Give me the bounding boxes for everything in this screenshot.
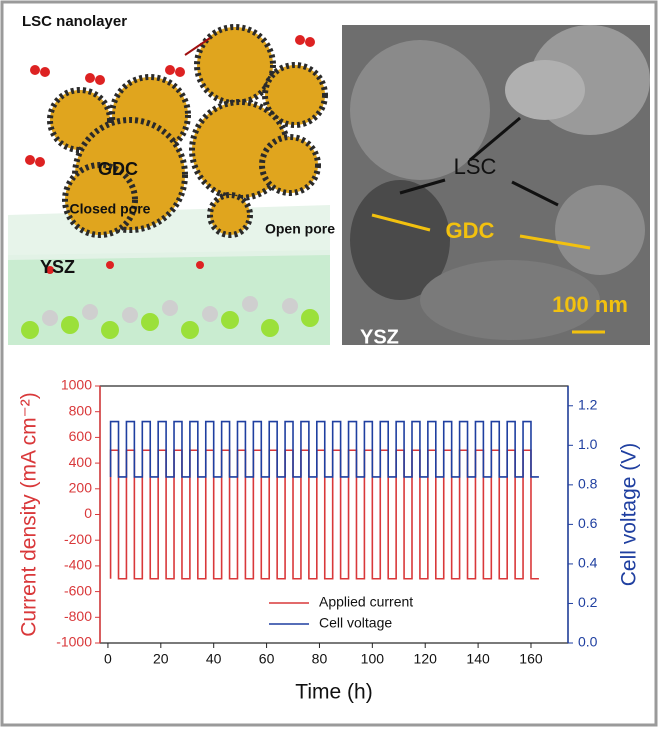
y-tick-label: -600 <box>64 582 92 598</box>
y-tick-label: -800 <box>64 608 92 624</box>
y2-tick-label: 0.6 <box>578 515 598 531</box>
y-tick-label: -400 <box>64 557 92 573</box>
schematic-label: LSC nanolayer <box>22 13 127 30</box>
schematic-label: GDC <box>98 159 138 179</box>
y-tick-label: -200 <box>64 531 92 547</box>
micrograph-label: YSZ <box>360 326 399 348</box>
x-tick-label: 80 <box>312 651 328 667</box>
series-line <box>109 420 539 478</box>
legend-label: Cell voltage <box>319 615 392 631</box>
chart: 0 20 40 60 80 100 120 140 160 -1000 -800 -600 -400 -2… <box>18 377 641 704</box>
x-tick-label: 40 <box>206 651 222 667</box>
y2-tick-label: 0.4 <box>578 555 598 571</box>
x-tick-label: 100 <box>361 651 385 667</box>
schematic-label: Closed pore <box>70 201 151 217</box>
x-tick-label: 160 <box>519 651 543 667</box>
y-tick-label: 200 <box>69 480 93 496</box>
y2-tick-label: 0.0 <box>578 634 598 650</box>
y-tick-label: -1000 <box>56 634 92 650</box>
x-tick-label: 60 <box>259 651 275 667</box>
x-tick-label: 140 <box>466 651 490 667</box>
y2-tick-label: 0.8 <box>578 476 598 492</box>
y-tick-label: 1000 <box>61 377 92 393</box>
x-tick-label: 0 <box>104 651 112 667</box>
legend-label: Applied current <box>319 594 413 610</box>
micrograph-label: LSC <box>454 154 497 179</box>
x-tick-label: 20 <box>153 651 169 667</box>
y2-axis-label: Cell voltage (V) <box>618 443 641 587</box>
y-tick-label: 600 <box>69 428 93 444</box>
schematic: LSC nanolayer GDC Closed pore Open pore … <box>8 13 335 345</box>
x-tick-label: 120 <box>414 651 438 667</box>
micrograph-label: GDC <box>446 218 495 243</box>
y2-tick-label: 1.2 <box>578 396 598 412</box>
micrograph: LSC GDC 100 nm YSZ <box>342 25 650 348</box>
y-tick-label: 0 <box>84 505 92 521</box>
x-axis-label: Time (h) <box>295 681 372 704</box>
y-tick-label: 400 <box>69 454 93 470</box>
schematic-label: YSZ <box>40 257 75 277</box>
y2-tick-label: 0.2 <box>578 594 598 610</box>
micrograph-label: 100 nm <box>552 292 628 317</box>
y2-tick-label: 1.0 <box>578 436 598 452</box>
schematic-label: Open pore <box>265 221 335 237</box>
y-axis-label: Current density (mA cm⁻²) <box>18 392 41 636</box>
y-tick-label: 800 <box>69 402 93 418</box>
